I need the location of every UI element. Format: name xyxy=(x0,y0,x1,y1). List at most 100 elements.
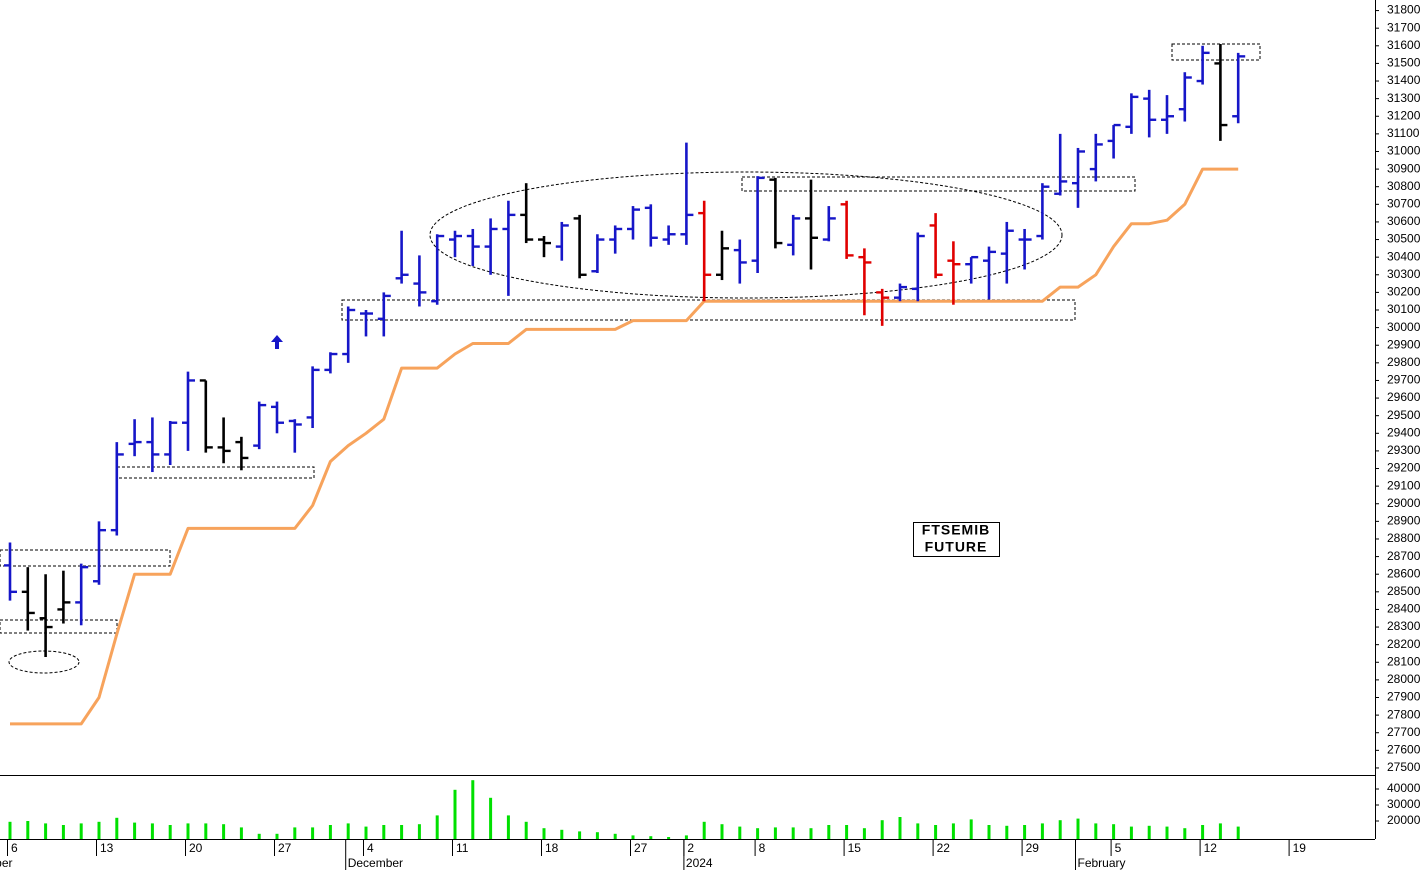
volume-bar xyxy=(987,825,991,839)
y-tick-label: 31400 xyxy=(1387,73,1421,87)
zone-ellipse xyxy=(429,171,1063,299)
volume-bar xyxy=(79,823,83,839)
volume-bar xyxy=(133,822,137,839)
y-tick-label: 30400 xyxy=(1387,249,1421,263)
volume-bar xyxy=(560,829,564,839)
x-tick-label: 4 xyxy=(367,841,374,855)
x-tick-label: 6 xyxy=(11,841,18,855)
volume-bar xyxy=(542,828,546,839)
volume-bar xyxy=(115,817,119,839)
volume-bar xyxy=(880,820,884,839)
y-tick-label: 20000 xyxy=(1387,813,1421,827)
volume-bar xyxy=(791,827,795,839)
x-group-label: 2024 xyxy=(686,856,713,870)
annotation-text: FUTURE xyxy=(925,539,988,555)
volume-bar xyxy=(595,832,599,839)
volume-bar xyxy=(44,823,48,839)
volume-bar xyxy=(204,823,208,839)
x-group-label: ber xyxy=(0,856,13,870)
volume-bar xyxy=(168,825,172,839)
y-tick-label: 28200 xyxy=(1387,637,1421,651)
volume-bar xyxy=(364,826,368,839)
volume-bar xyxy=(453,789,457,839)
y-tick-label: 28300 xyxy=(1387,619,1421,633)
volume-bar xyxy=(275,833,279,839)
y-tick-label: 28800 xyxy=(1387,531,1421,545)
x-tick-label: 8 xyxy=(759,841,766,855)
volume-bar xyxy=(1112,824,1116,839)
volume-bar xyxy=(667,837,671,839)
volume-bar xyxy=(311,827,315,839)
y-tick-label: 40000 xyxy=(1387,781,1421,795)
y-tick-label: 28100 xyxy=(1387,654,1421,668)
volume-bar xyxy=(827,825,831,839)
volume-bar xyxy=(1218,823,1222,839)
volume-bar xyxy=(1236,826,1240,839)
volume-bar xyxy=(1040,823,1044,839)
volume-bar xyxy=(435,815,439,839)
volume-bar xyxy=(845,825,849,839)
y-tick-label: 30100 xyxy=(1387,302,1421,316)
stop-line xyxy=(10,167,1239,726)
y-tick-label: 30500 xyxy=(1387,232,1421,246)
volume-bar xyxy=(328,825,332,839)
volume-bar xyxy=(631,835,635,839)
x-tick-label: 11 xyxy=(456,841,469,855)
volume-bar xyxy=(97,821,101,839)
volume-bar xyxy=(186,823,190,839)
volume-bar xyxy=(524,821,528,839)
volume-bar xyxy=(417,824,421,839)
y-tick-label: 30800 xyxy=(1387,179,1421,193)
volume-bar xyxy=(684,835,688,839)
zone-box xyxy=(1171,43,1261,61)
y-tick-label: 30200 xyxy=(1387,285,1421,299)
y-tick-label: 27500 xyxy=(1387,760,1421,774)
y-tick-label: 31700 xyxy=(1387,20,1421,34)
x-tick-label: 22 xyxy=(937,841,951,855)
volume-bar xyxy=(702,821,706,839)
y-tick-label: 29500 xyxy=(1387,408,1421,422)
x-tick-label: 12 xyxy=(1204,841,1218,855)
x-tick-label: 27 xyxy=(278,841,292,855)
y-tick-label: 28500 xyxy=(1387,584,1421,598)
y-tick-label: 27800 xyxy=(1387,707,1421,721)
x-tick-label: 2 xyxy=(687,841,694,855)
y-tick-label: 29700 xyxy=(1387,373,1421,387)
volume-bar xyxy=(1147,825,1151,839)
y-tick-label: 29600 xyxy=(1387,390,1421,404)
y-tick-label: 29200 xyxy=(1387,461,1421,475)
volume-bar xyxy=(773,827,777,839)
y-tick-label: 28400 xyxy=(1387,602,1421,616)
volume-bar xyxy=(934,825,938,839)
annotation-box xyxy=(913,522,1000,557)
volume-bar xyxy=(471,780,475,839)
volume-bar xyxy=(951,823,955,839)
zone-box xyxy=(741,176,1136,192)
y-tick-label: 31000 xyxy=(1387,144,1421,158)
volume-bar xyxy=(756,828,760,839)
x-tick-label: 20 xyxy=(189,841,203,855)
volume-bar xyxy=(898,817,902,839)
volume-bar xyxy=(8,821,12,839)
volume-bar xyxy=(1076,818,1080,839)
volume-bar xyxy=(916,823,920,839)
volume-bar xyxy=(150,823,154,839)
y-tick-label: 27900 xyxy=(1387,690,1421,704)
volume-bar xyxy=(257,833,261,839)
y-tick-label: 31200 xyxy=(1387,108,1421,122)
y-tick-label: 30600 xyxy=(1387,214,1421,228)
y-tick-label: 29900 xyxy=(1387,337,1421,351)
volume-bar xyxy=(61,825,65,839)
y-tick-label: 29000 xyxy=(1387,496,1421,510)
volume-bar xyxy=(382,825,386,839)
volume-bar xyxy=(239,827,243,839)
y-tick-label: 28700 xyxy=(1387,549,1421,563)
y-tick-label: 27600 xyxy=(1387,743,1421,757)
volume-bar xyxy=(1129,826,1133,839)
y-tick-label: 31100 xyxy=(1387,126,1420,140)
y-tick-label: 30900 xyxy=(1387,161,1421,175)
y-tick-label: 31500 xyxy=(1387,56,1421,70)
y-tick-label: 30000 xyxy=(1387,797,1421,811)
